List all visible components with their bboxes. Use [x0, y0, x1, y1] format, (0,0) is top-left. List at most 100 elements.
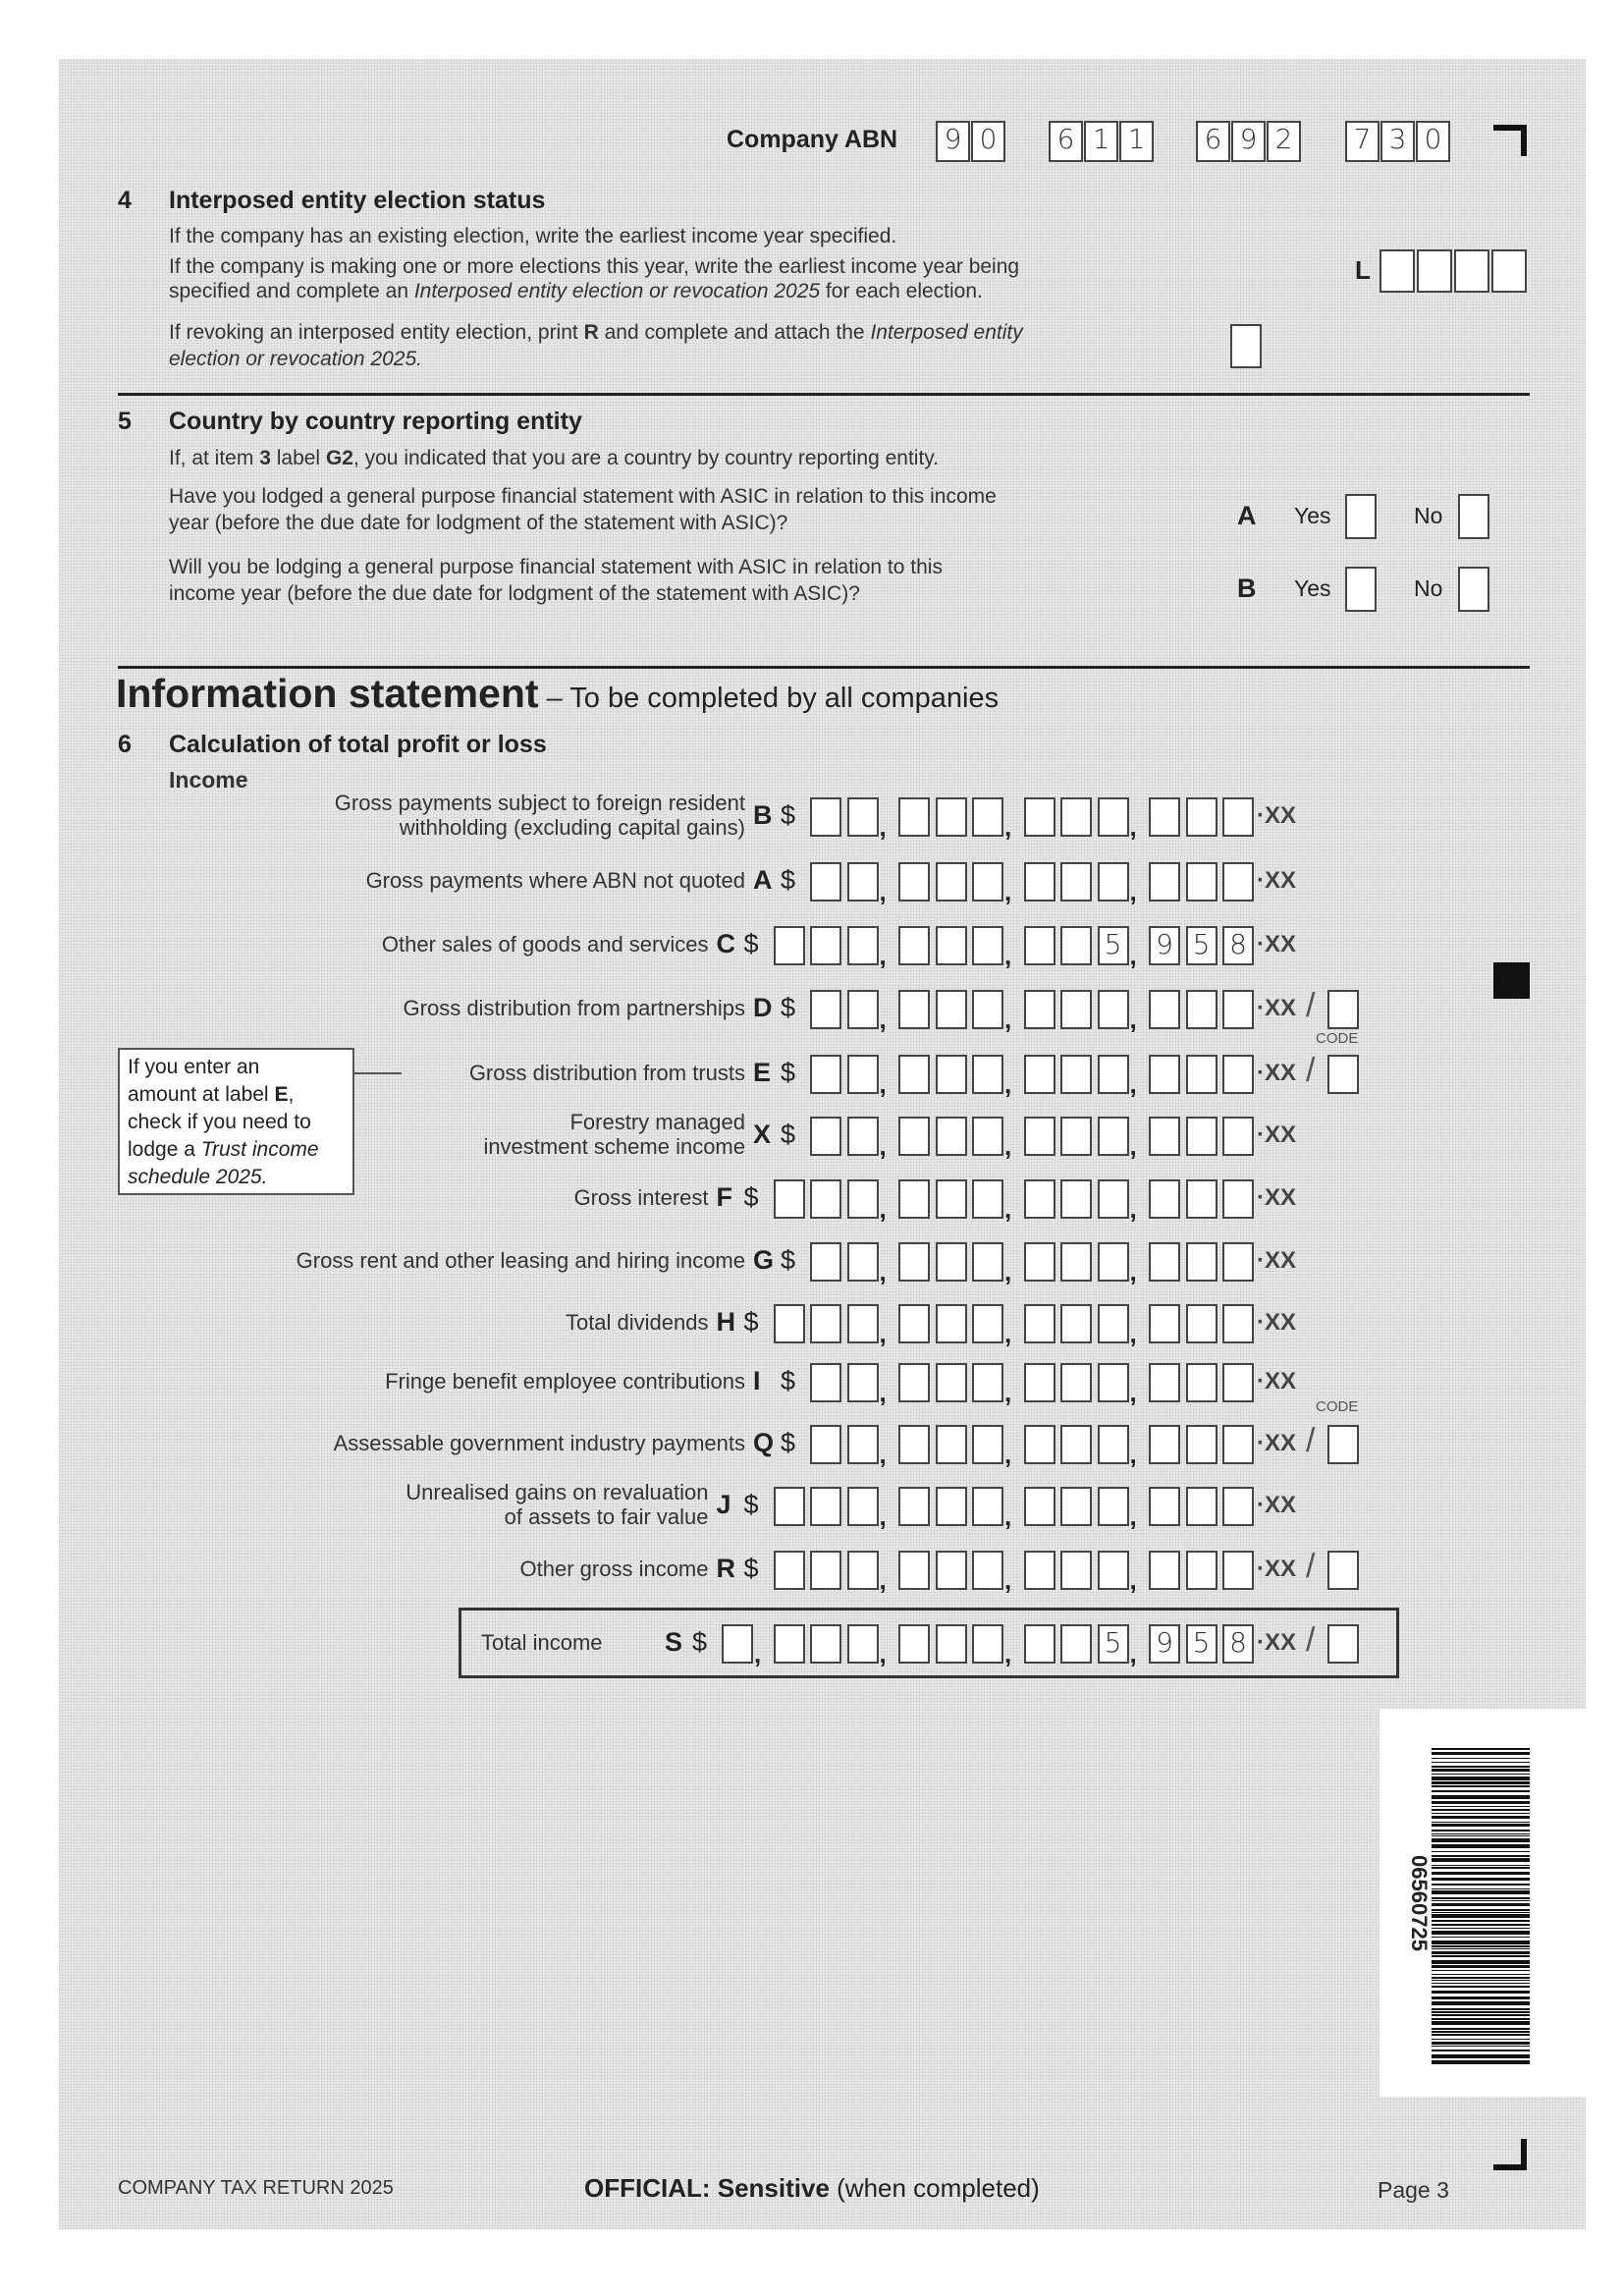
- abn-digit-box[interactable]: 1: [1084, 121, 1118, 162]
- amount-digit-box[interactable]: [935, 1425, 967, 1464]
- amount-digit-box[interactable]: [898, 1425, 930, 1464]
- amount-digit-box[interactable]: [898, 926, 930, 965]
- amount-digit-box[interactable]: [810, 1304, 841, 1343]
- amount-digit-box[interactable]: [1185, 1363, 1217, 1402]
- amount-digit-box[interactable]: [1023, 1487, 1055, 1526]
- amount-digit-box[interactable]: [1222, 1551, 1254, 1590]
- amount-digit-box[interactable]: [972, 1304, 1003, 1343]
- abn-digit-box[interactable]: 1: [1119, 121, 1154, 162]
- amount-digit-box[interactable]: [1149, 1363, 1180, 1402]
- amount-digit-box[interactable]: [935, 1304, 967, 1343]
- amount-digit-box[interactable]: [1149, 1551, 1180, 1590]
- amount-digit-box[interactable]: [1185, 1179, 1217, 1219]
- abn-digit-box[interactable]: 6: [1196, 121, 1230, 162]
- amount-digit-box[interactable]: [1023, 1624, 1055, 1664]
- amount-digit-box[interactable]: [810, 1242, 841, 1282]
- amount-digit-box[interactable]: [972, 1551, 1003, 1590]
- amount-digit-box[interactable]: [810, 1055, 841, 1094]
- amount-digit-box[interactable]: [1097, 1551, 1129, 1590]
- amount-digit-box[interactable]: [1023, 1055, 1055, 1094]
- abn-digit-box[interactable]: 2: [1267, 121, 1301, 162]
- amount-digit-box[interactable]: [1060, 1425, 1092, 1464]
- amount-digit-box[interactable]: [972, 1242, 1003, 1282]
- abn-digit-box[interactable]: 6: [1049, 121, 1083, 162]
- amount-digit-box[interactable]: [1185, 1242, 1217, 1282]
- amount-digit-box[interactable]: [935, 926, 967, 965]
- amount-digit-box[interactable]: [1149, 990, 1180, 1029]
- amount-digit-box[interactable]: [898, 797, 930, 837]
- amount-digit-box[interactable]: [1149, 1487, 1180, 1526]
- amount-digit-box[interactable]: [972, 1117, 1003, 1156]
- code-box[interactable]: [1327, 990, 1359, 1029]
- amount-digit-box[interactable]: [935, 1624, 967, 1664]
- amount-digit-box[interactable]: [1149, 797, 1180, 837]
- amount-digit-box[interactable]: [1023, 862, 1055, 902]
- amount-digit-box[interactable]: [1222, 862, 1254, 902]
- amount-digit-box[interactable]: [1060, 1117, 1092, 1156]
- amount-digit-box[interactable]: [935, 1487, 967, 1526]
- amount-digit-box[interactable]: [1023, 990, 1055, 1029]
- amount-digit-box[interactable]: [846, 990, 879, 1029]
- amount-digit-box[interactable]: [1023, 1551, 1055, 1590]
- amount-digit-box[interactable]: [1185, 1117, 1217, 1156]
- amount-digit-box[interactable]: [1149, 1242, 1180, 1282]
- amount-digit-box[interactable]: [1023, 926, 1055, 965]
- amount-digit-box[interactable]: [972, 926, 1003, 965]
- amount-digit-box[interactable]: [935, 1179, 967, 1219]
- amount-digit-box[interactable]: [972, 797, 1003, 837]
- amount-digit-box[interactable]: [1060, 990, 1092, 1029]
- code-box[interactable]: [1327, 1425, 1359, 1464]
- amount-digit-box[interactable]: [972, 1179, 1003, 1219]
- amount-digit-box[interactable]: [935, 862, 967, 902]
- amount-digit-box[interactable]: [972, 862, 1003, 902]
- amount-digit-box[interactable]: [810, 1487, 841, 1526]
- amount-digit-box[interactable]: [846, 1304, 879, 1343]
- amount-digit-box[interactable]: [1097, 862, 1129, 902]
- amount-digit-box[interactable]: [1060, 1551, 1092, 1590]
- year-digit-box[interactable]: [1380, 249, 1415, 293]
- amount-digit-box[interactable]: [1149, 1055, 1180, 1094]
- abn-digit-box[interactable]: 9: [1231, 121, 1266, 162]
- amount-digit-box[interactable]: [1185, 990, 1217, 1029]
- amount-digit-box[interactable]: 5: [1185, 926, 1217, 965]
- amount-digit-box[interactable]: [722, 1624, 753, 1664]
- amount-digit-box[interactable]: [1222, 1425, 1254, 1464]
- amount-digit-box[interactable]: [1222, 1363, 1254, 1402]
- amount-digit-box[interactable]: 5: [1097, 1624, 1129, 1664]
- amount-digit-box[interactable]: [1023, 1425, 1055, 1464]
- abn-digit-box[interactable]: 0: [1416, 121, 1450, 162]
- amount-digit-box[interactable]: 8: [1222, 926, 1254, 965]
- amount-digit-box[interactable]: [810, 797, 841, 837]
- amount-digit-box[interactable]: 9: [1149, 1624, 1180, 1664]
- amount-digit-box[interactable]: [846, 1242, 879, 1282]
- amount-digit-box[interactable]: [773, 1304, 805, 1343]
- amount-digit-box[interactable]: [846, 1551, 879, 1590]
- amount-digit-box[interactable]: [1023, 1363, 1055, 1402]
- a-yes-checkbox[interactable]: [1345, 494, 1377, 539]
- amount-digit-box[interactable]: [810, 1425, 841, 1464]
- amount-digit-box[interactable]: [898, 1304, 930, 1343]
- amount-digit-box[interactable]: [773, 1179, 805, 1219]
- amount-digit-box[interactable]: [898, 862, 930, 902]
- amount-digit-box[interactable]: [773, 1624, 805, 1664]
- amount-digit-box[interactable]: [846, 1487, 879, 1526]
- amount-digit-box[interactable]: [1060, 797, 1092, 837]
- a-no-checkbox[interactable]: [1458, 494, 1489, 539]
- amount-digit-box[interactable]: [846, 1117, 879, 1156]
- amount-digit-box[interactable]: [1149, 1425, 1180, 1464]
- amount-digit-box[interactable]: [1097, 1304, 1129, 1343]
- amount-digit-box[interactable]: [810, 926, 841, 965]
- amount-digit-box[interactable]: [1185, 862, 1217, 902]
- abn-digit-box[interactable]: 7: [1345, 121, 1380, 162]
- amount-digit-box[interactable]: [898, 1179, 930, 1219]
- amount-digit-box[interactable]: [1185, 1304, 1217, 1343]
- amount-digit-box[interactable]: [1023, 1117, 1055, 1156]
- amount-digit-box[interactable]: [1149, 1117, 1180, 1156]
- abn-digit-box[interactable]: 0: [971, 121, 1005, 162]
- amount-digit-box[interactable]: [810, 1117, 841, 1156]
- amount-digit-box[interactable]: [898, 1117, 930, 1156]
- amount-digit-box[interactable]: [1222, 1242, 1254, 1282]
- amount-digit-box[interactable]: [1023, 1179, 1055, 1219]
- amount-digit-box[interactable]: [1060, 1363, 1092, 1402]
- amount-digit-box[interactable]: [972, 1055, 1003, 1094]
